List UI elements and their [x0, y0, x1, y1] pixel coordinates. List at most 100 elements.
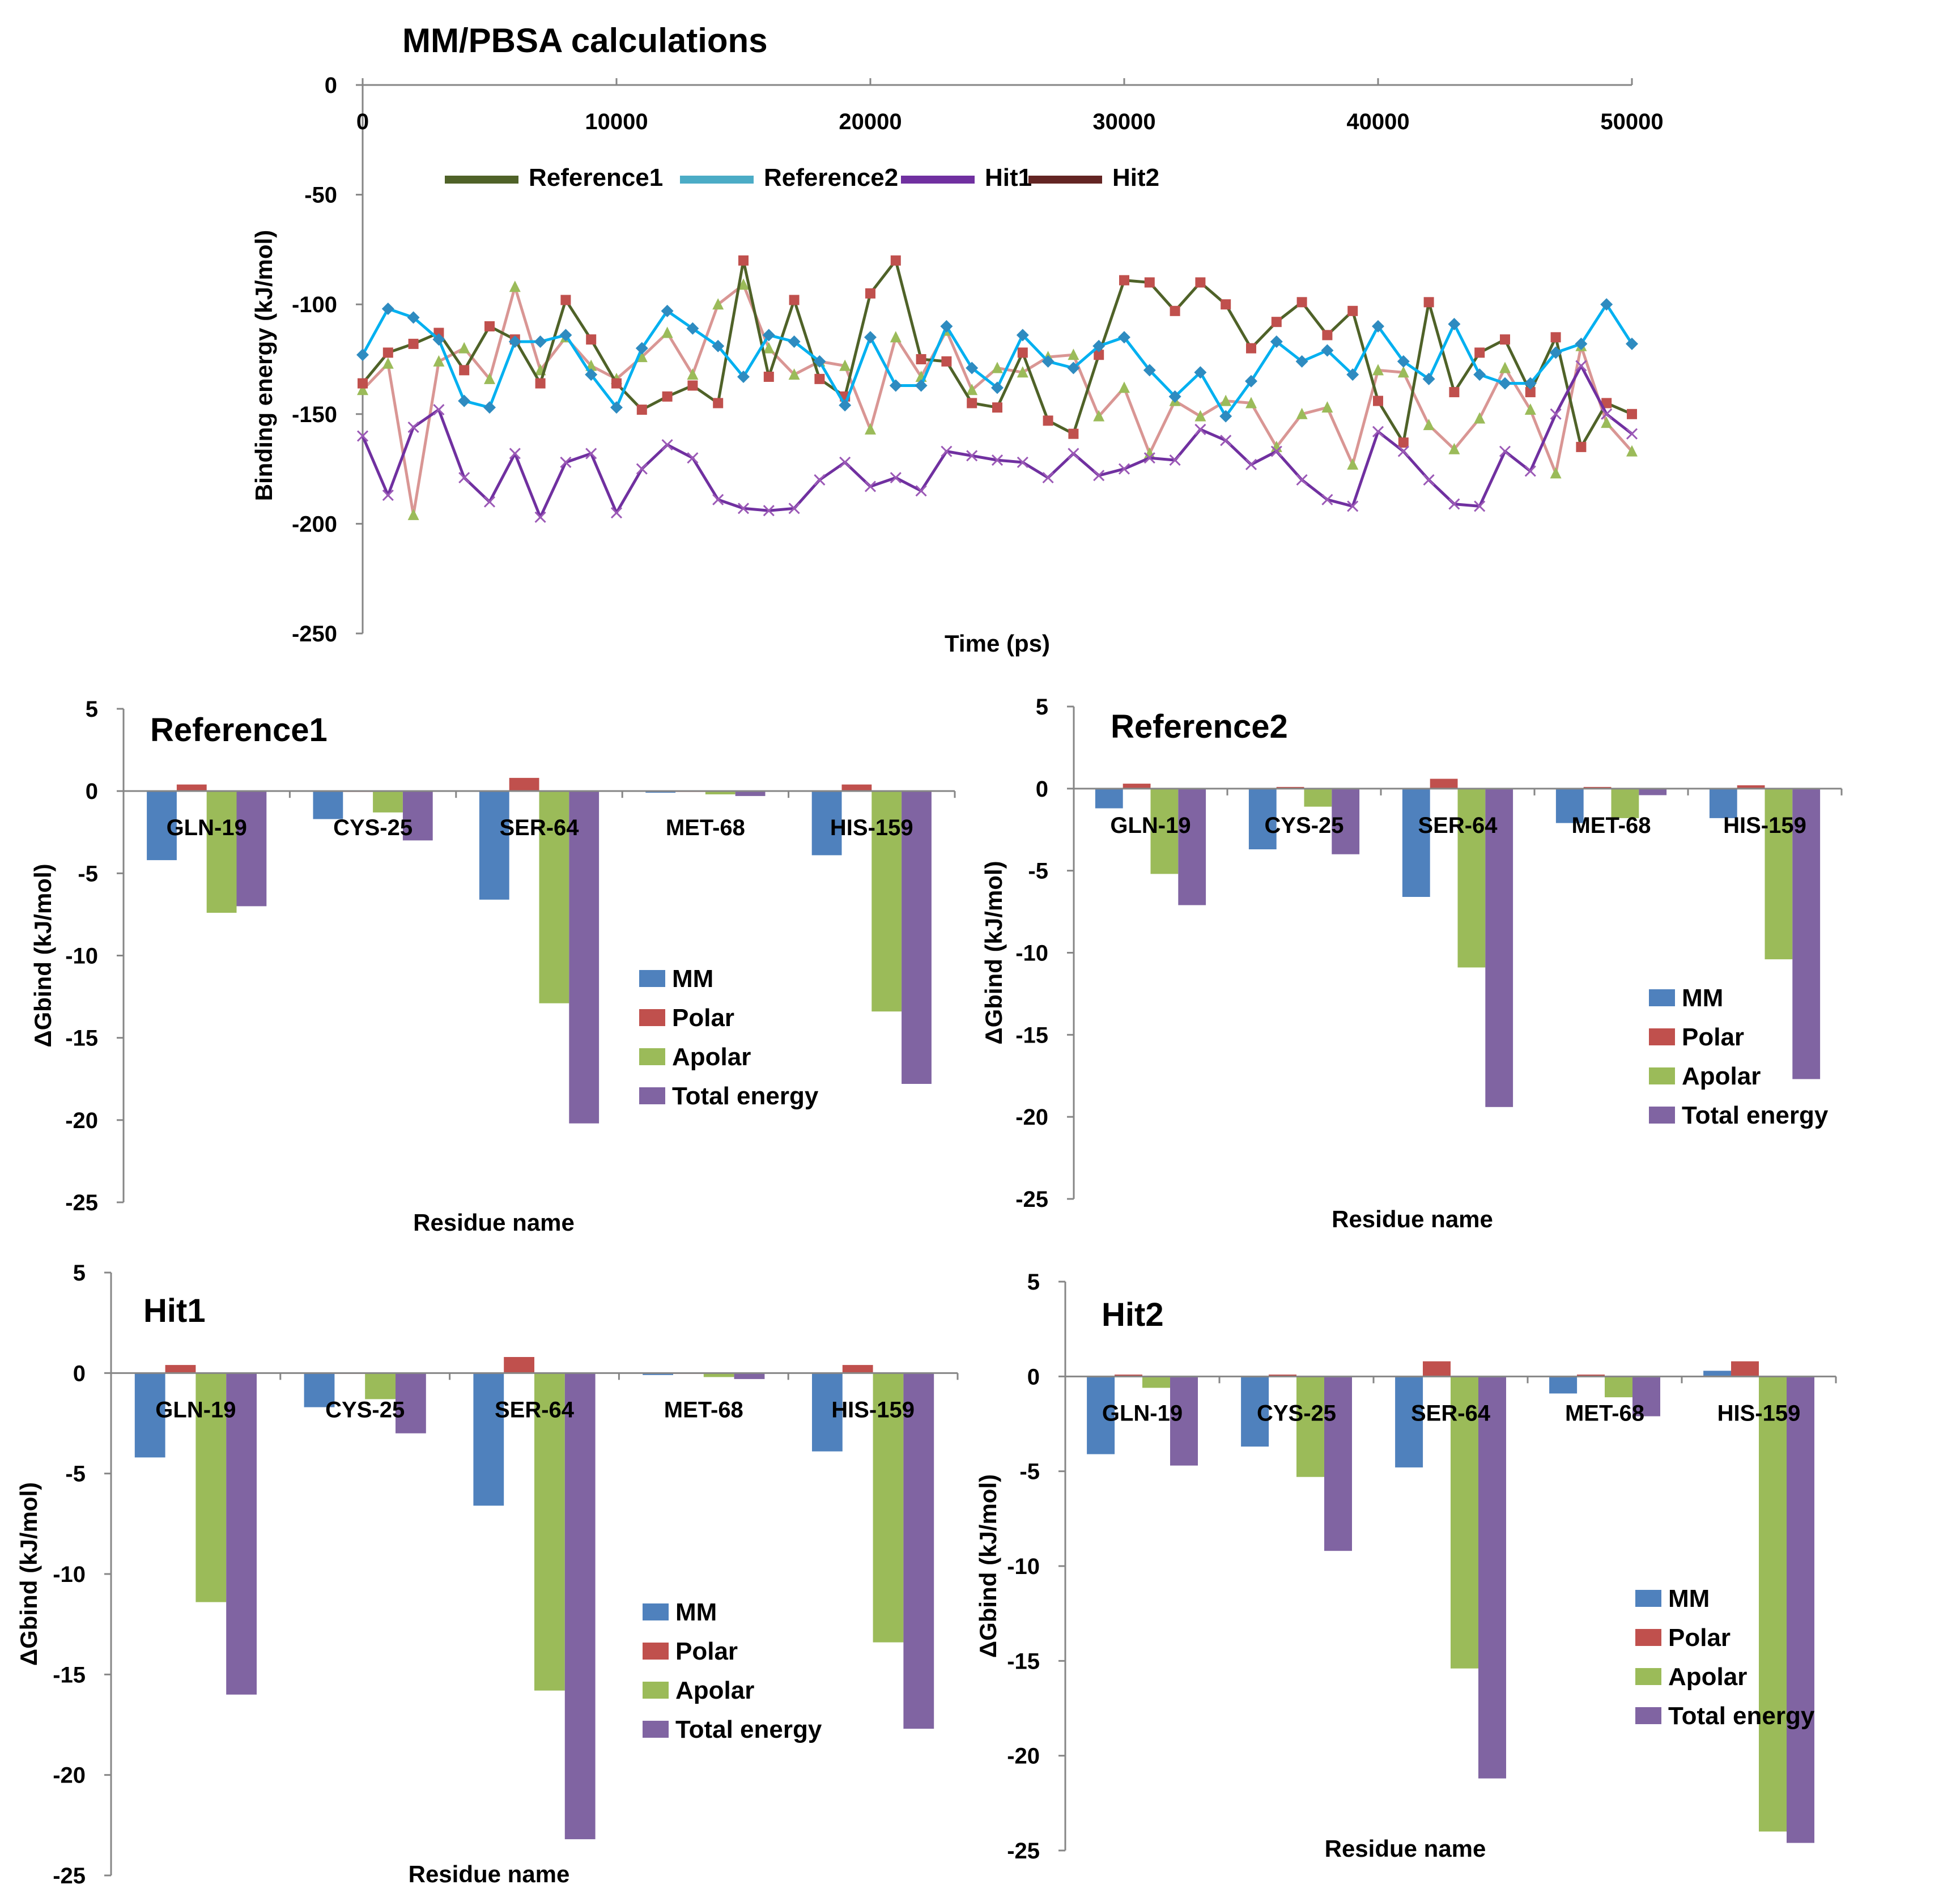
- line-point-triangle: [1626, 445, 1638, 457]
- line-point-cross: [560, 456, 572, 469]
- line-point-triangle: [1245, 397, 1257, 409]
- bar-polar: [1430, 779, 1458, 789]
- bar-apolar: [195, 1373, 227, 1602]
- bar-y-tick-label: -15: [65, 1026, 98, 1051]
- line-point-diamond: [483, 401, 496, 414]
- line-point-diamond: [1372, 320, 1384, 333]
- line-point-cross: [788, 503, 800, 514]
- bar-mm: [811, 791, 842, 856]
- bar-mm: [643, 1373, 673, 1375]
- line-point-cross: [737, 503, 750, 514]
- line-point-cross: [763, 505, 775, 517]
- bar-legend-label: Total energy: [1682, 1101, 1829, 1129]
- line-point-diamond: [1473, 368, 1486, 381]
- line-point-triangle: [865, 423, 876, 435]
- bar-legend-label: Apolar: [1668, 1663, 1747, 1691]
- bar-mm: [1248, 788, 1277, 849]
- line-point-diamond: [940, 320, 953, 333]
- line-point-cross: [915, 485, 927, 497]
- line-point-square: [1500, 334, 1510, 345]
- line-point-cross: [1296, 474, 1308, 486]
- bar-legend-label: Total energy: [1668, 1702, 1815, 1730]
- line-point-diamond: [1346, 368, 1359, 381]
- line-point-triangle: [357, 384, 368, 395]
- line-point-diamond: [585, 368, 598, 381]
- bar-panel-reference1: Reference1 5 0 -5 -10 -15 -20 -25 GLN-19 CYS-25 SE…: [29, 697, 956, 1236]
- bar-y-tick-label: 0: [1036, 777, 1048, 802]
- line-point-cross: [1169, 454, 1181, 466]
- line-point-square: [1119, 275, 1129, 286]
- bar-mm: [1555, 788, 1584, 823]
- bar-polar: [1115, 1375, 1142, 1377]
- bar-polar: [1577, 1375, 1605, 1377]
- line-point-square: [1221, 299, 1231, 310]
- line-point-triangle: [458, 342, 470, 354]
- line-point-cross: [1194, 423, 1206, 435]
- line-point-cross: [585, 448, 597, 460]
- line-point-cross: [991, 454, 1004, 466]
- line-point-square: [382, 347, 393, 358]
- line-point-diamond: [686, 322, 699, 335]
- bar-category-label: HIS-159: [830, 815, 913, 840]
- bar-y-tick-label: -25: [1015, 1187, 1048, 1212]
- line-point-cross: [1448, 498, 1460, 510]
- line-chart-legend: Reference1 Reference2 Hit1 Hit2: [445, 164, 1159, 192]
- line-point-diamond: [712, 339, 725, 352]
- bar-polar: [504, 1357, 534, 1373]
- line-point-square: [484, 321, 495, 331]
- line-point-square: [662, 391, 673, 402]
- line-point-square: [1068, 428, 1079, 439]
- line-point-square: [1017, 347, 1028, 358]
- line-point-cross: [407, 421, 419, 433]
- bar-apolar: [705, 791, 735, 794]
- line-point-triangle: [433, 355, 445, 367]
- line-chart-ylabel: Binding energy (kJ/mol): [250, 230, 277, 501]
- bar-apolar: [871, 791, 902, 1012]
- bar-mm: [1087, 1376, 1115, 1454]
- bar-mm: [1095, 788, 1123, 809]
- line-point-diamond: [864, 331, 877, 344]
- bar-y-tick-label: -20: [1007, 1744, 1040, 1769]
- line-point-diamond: [1143, 364, 1156, 377]
- line-point-square: [535, 378, 546, 389]
- line-point-cross: [1626, 428, 1638, 440]
- bar-legend-swatch: [639, 970, 665, 987]
- line-point-triangle: [1017, 366, 1028, 378]
- line-point-square: [459, 365, 470, 376]
- bar-total-energy: [564, 1373, 596, 1840]
- bar-y-tick-label: -15: [1015, 1023, 1048, 1048]
- bar-panel-title: Reference1: [150, 712, 328, 748]
- line-legend-swatch: [901, 176, 975, 184]
- bar-total-energy: [396, 1373, 426, 1433]
- bar-category-label: SER-64: [1418, 813, 1498, 838]
- line-point-triangle: [763, 342, 775, 354]
- bar-legend-label: MM: [1668, 1585, 1710, 1613]
- line-point-square: [1271, 317, 1282, 327]
- line-legend-swatch: [445, 176, 518, 184]
- line-point-cross: [966, 450, 978, 462]
- bar-apolar: [1605, 1376, 1632, 1398]
- bar-y-tick-label: 0: [73, 1361, 86, 1386]
- line-point-square: [560, 295, 571, 305]
- line-point-square: [1550, 332, 1561, 343]
- line-point-diamond: [1295, 355, 1308, 368]
- bar-total-energy: [735, 791, 766, 796]
- line-point-triangle: [1499, 361, 1511, 373]
- line-point-square: [1094, 350, 1104, 360]
- line-point-cross: [483, 496, 496, 508]
- bar-total-energy: [1178, 788, 1206, 905]
- line-point-triangle: [1423, 419, 1435, 431]
- line-point-diamond: [1041, 355, 1055, 368]
- line-point-diamond: [1245, 375, 1257, 388]
- line-point-square: [890, 255, 901, 266]
- line-point-triangle: [1220, 394, 1232, 406]
- bar-total-energy: [226, 1373, 257, 1695]
- bar-x-axis-label: Residue name: [409, 1861, 570, 1887]
- bar-apolar: [1150, 788, 1179, 874]
- line-point-diamond: [559, 329, 572, 342]
- line-point-square: [763, 371, 774, 382]
- bar-total-energy: [1632, 1376, 1660, 1416]
- line-point-diamond: [1067, 361, 1080, 375]
- bar-mm: [479, 791, 509, 900]
- bar-category-label: SER-64: [1411, 1401, 1491, 1426]
